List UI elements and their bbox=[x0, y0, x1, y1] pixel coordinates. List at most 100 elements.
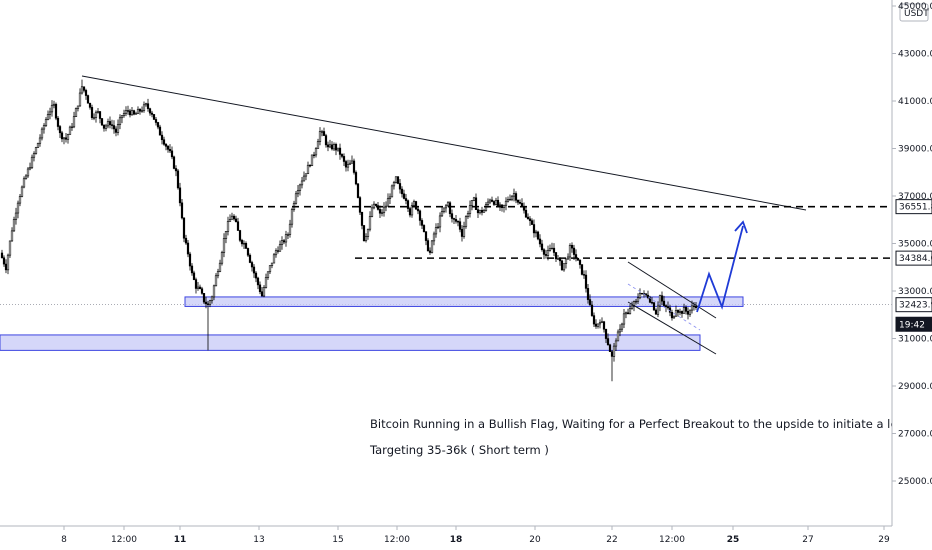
price-tick-label: 29000.00 bbox=[898, 382, 932, 392]
candle-body bbox=[532, 224, 536, 234]
candle-body bbox=[590, 304, 594, 316]
candle-body bbox=[176, 170, 180, 189]
candle-body bbox=[492, 201, 496, 205]
candle-body bbox=[144, 103, 148, 106]
candle-body bbox=[108, 121, 112, 126]
candle-body bbox=[12, 219, 16, 232]
time-tick-label: 20 bbox=[529, 535, 541, 545]
candle-body bbox=[488, 199, 492, 203]
candle-body bbox=[694, 305, 698, 308]
candle-body bbox=[140, 110, 144, 112]
candle-body bbox=[30, 156, 34, 169]
candle-body bbox=[192, 272, 196, 280]
candle-body bbox=[644, 293, 648, 296]
candle-body bbox=[452, 218, 456, 220]
price-tag-label: 36551.86 bbox=[899, 203, 932, 213]
candle-body bbox=[540, 243, 544, 250]
price-tag-label: 19:42 bbox=[899, 320, 925, 330]
candle-body bbox=[72, 116, 76, 128]
candle-body bbox=[410, 205, 414, 216]
candle-body bbox=[408, 208, 412, 216]
candle-body bbox=[98, 111, 102, 119]
price-tags: 36551.86 34384.07 32423.96 19:42 bbox=[895, 199, 932, 332]
candle-body bbox=[340, 154, 344, 157]
candle-body bbox=[604, 328, 608, 339]
candle-body bbox=[174, 168, 178, 172]
candle-body bbox=[128, 110, 132, 116]
time-axis[interactable]: 8 12:00 11 13 15 12:00 18 20 22 12:00 25 27 29 bbox=[0, 525, 892, 545]
candle-body bbox=[462, 225, 466, 237]
candle-body bbox=[288, 223, 292, 235]
candle-body bbox=[448, 202, 452, 214]
price-tag bbox=[895, 250, 932, 266]
candle-body bbox=[336, 147, 340, 151]
candle-body bbox=[682, 307, 686, 314]
annotations: Bitcoin Running in a Bullish Flag, Waiti… bbox=[369, 417, 932, 457]
time-tick-label: 13 bbox=[253, 535, 264, 545]
candle-body bbox=[636, 297, 640, 302]
time-tick-label: 12:00 bbox=[659, 535, 685, 545]
candle-body bbox=[54, 103, 58, 119]
price-tick-label: 39000.00 bbox=[898, 145, 932, 155]
time-tick-label: 11 bbox=[174, 535, 187, 545]
candle-body bbox=[366, 228, 370, 237]
candle-body bbox=[432, 233, 436, 242]
candle-body bbox=[158, 126, 162, 136]
candle-body bbox=[124, 110, 128, 114]
candle-body bbox=[186, 242, 190, 255]
candle-body bbox=[90, 107, 94, 118]
candle-body bbox=[102, 124, 106, 129]
projection-arrowhead bbox=[734, 220, 748, 234]
candle-body bbox=[404, 198, 408, 201]
candle-body bbox=[586, 288, 590, 300]
candle-body bbox=[428, 250, 432, 253]
candle-body bbox=[466, 213, 470, 217]
candle-body bbox=[480, 209, 484, 213]
candle-body bbox=[568, 244, 572, 258]
candle-body bbox=[416, 208, 420, 212]
candle-body bbox=[150, 112, 154, 115]
candle-body bbox=[546, 250, 550, 256]
candle-body bbox=[240, 240, 244, 245]
candle-body bbox=[418, 210, 422, 221]
candle-body bbox=[514, 193, 518, 201]
candle-body bbox=[270, 262, 274, 266]
candle-body bbox=[18, 196, 22, 204]
candle-body bbox=[692, 305, 696, 308]
candle-body bbox=[328, 144, 332, 148]
candle-body bbox=[194, 279, 198, 289]
candle-body bbox=[468, 205, 472, 214]
candle-body bbox=[378, 209, 382, 214]
candle-body bbox=[206, 303, 210, 305]
candle-body bbox=[414, 201, 418, 210]
candle-body bbox=[628, 308, 632, 315]
candle-body bbox=[154, 119, 158, 123]
candle-body bbox=[528, 218, 532, 221]
candle-body bbox=[252, 266, 256, 274]
candle-body bbox=[250, 262, 254, 268]
unit-label: USDT bbox=[904, 9, 929, 19]
candle-body bbox=[322, 131, 326, 136]
candle-body bbox=[94, 111, 98, 118]
candle-body bbox=[688, 309, 692, 315]
candle-body bbox=[296, 190, 300, 195]
candle-body bbox=[294, 193, 298, 204]
candle-body bbox=[60, 132, 64, 140]
candle-body bbox=[20, 186, 24, 197]
time-tick-label: 25 bbox=[727, 535, 740, 545]
candle-body bbox=[382, 206, 386, 214]
candle-body bbox=[16, 202, 20, 214]
candle-body bbox=[148, 108, 152, 114]
candle-body bbox=[368, 216, 372, 230]
price-tick-label: 45000.00 bbox=[898, 2, 932, 12]
candle-body bbox=[326, 144, 330, 148]
price-tag-label: 34384.07 bbox=[899, 254, 932, 264]
candle-body bbox=[498, 204, 502, 206]
candle-body bbox=[32, 153, 36, 158]
candle-body bbox=[126, 110, 130, 112]
candle-body bbox=[484, 204, 488, 211]
candle-body bbox=[110, 124, 114, 126]
candle-body bbox=[490, 199, 494, 202]
candle-body bbox=[324, 135, 328, 146]
